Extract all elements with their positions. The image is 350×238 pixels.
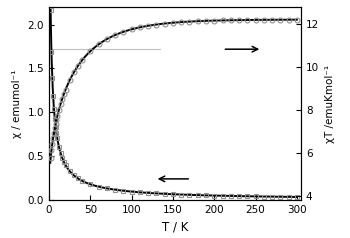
Y-axis label: χ / emumol⁻¹: χ / emumol⁻¹ [12,69,22,138]
Y-axis label: χT /emuKmol⁻¹: χT /emuKmol⁻¹ [325,64,335,143]
X-axis label: T / K: T / K [162,220,188,233]
